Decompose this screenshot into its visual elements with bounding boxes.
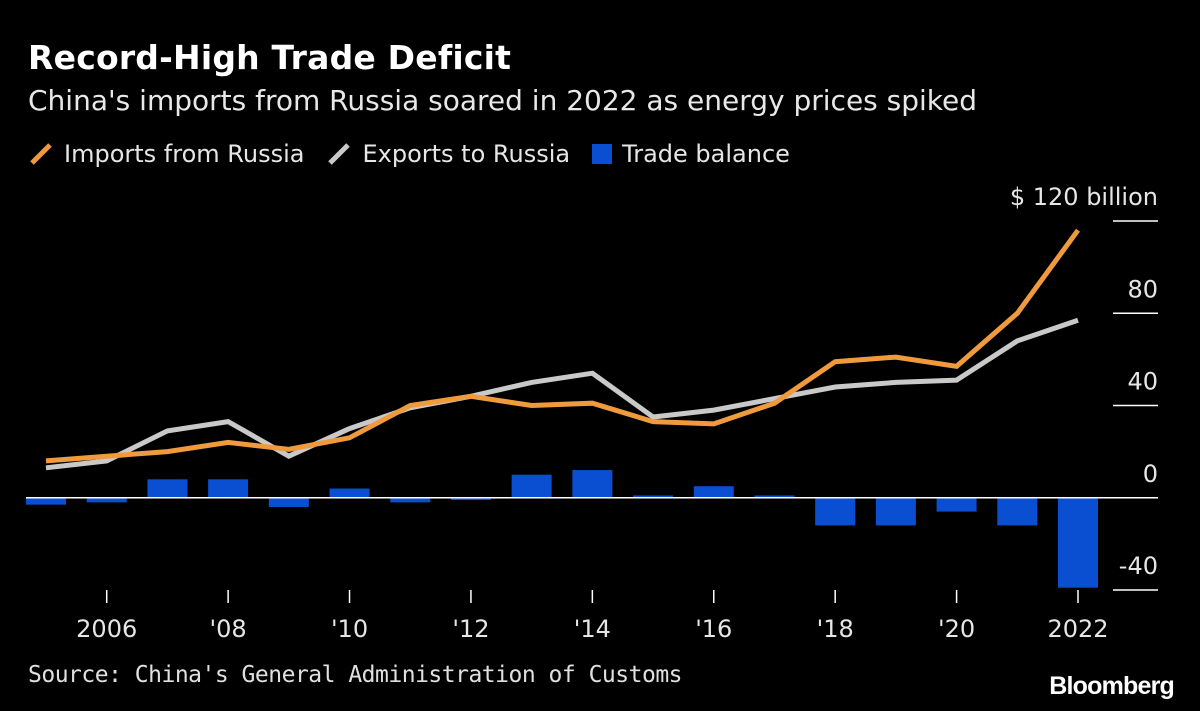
x-tick-label-2006: 2006 — [76, 615, 137, 643]
balance-bar-2008 — [208, 479, 249, 498]
legend-balance-label: Trade balance — [622, 140, 790, 168]
legend-item-exports: Exports to Russia — [326, 140, 570, 168]
y-tick-label-2: 40 — [1127, 368, 1158, 396]
legend-imports-label: Imports from Russia — [64, 140, 305, 168]
chart-subtitle: China's imports from Russia soared in 20… — [28, 84, 978, 117]
balance-bar-2006 — [86, 497, 127, 503]
x-tick-label-2018: '18 — [817, 615, 854, 643]
chart-title: Record-High Trade Deficit — [28, 38, 512, 77]
trade-balance-bars — [26, 470, 1098, 588]
exports-line-swatch-icon — [328, 143, 351, 165]
legend-item-balance: Trade balance — [592, 140, 790, 168]
balance-bar-2014 — [572, 470, 613, 498]
balance-bar-2010 — [329, 488, 370, 498]
imports-line-swatch-icon — [30, 143, 52, 165]
legend-exports-label: Exports to Russia — [362, 140, 571, 168]
balance-bar-2020 — [936, 497, 977, 512]
x-tick-label-2016: '16 — [695, 615, 732, 643]
balance-bar-2019 — [875, 497, 916, 526]
x-tick-label-2022: 2022 — [1047, 615, 1108, 643]
bloomberg-logo: Bloomberg — [1049, 672, 1175, 700]
x-tick-label-2014: '14 — [574, 615, 611, 643]
balance-bar-swatch-icon — [592, 144, 613, 164]
y-axis-gridlines — [1113, 220, 1158, 591]
y-axis-labels: $ 120 billion 80 40 0 -40 — [1010, 183, 1158, 580]
balance-bar-2009 — [268, 497, 309, 507]
balance-bar-2021 — [997, 497, 1038, 526]
y-tick-label-0: $ 120 billion — [1010, 183, 1158, 211]
source-note: Source: China's General Administration o… — [28, 662, 683, 688]
series-lines — [45, 228, 1081, 471]
x-tick-label-2020: '20 — [938, 615, 975, 643]
y-tick-label-4: -40 — [1119, 552, 1158, 580]
balance-bar-2016 — [693, 486, 734, 498]
balance-bar-2022 — [1058, 497, 1098, 588]
balance-bar-2017 — [754, 495, 795, 498]
x-tick-label-2010: '10 — [331, 615, 368, 643]
balance-bar-2005 — [26, 497, 66, 505]
balance-bar-2013 — [511, 474, 552, 498]
balance-bar-2018 — [815, 497, 856, 526]
y-tick-label-3: 0 — [1143, 460, 1158, 488]
x-tick-label-2008: '08 — [210, 615, 247, 643]
balance-bar-2015 — [633, 495, 674, 498]
legend-item-imports: Imports from Russia — [28, 140, 304, 168]
legend: Imports from Russia Exports to Russia Tr… — [28, 140, 790, 168]
imports-line — [45, 228, 1081, 464]
balance-bar-2012 — [450, 497, 491, 501]
exports-line — [45, 317, 1079, 471]
x-tick-label-2012: '12 — [452, 615, 489, 643]
balance-bar-2007 — [147, 479, 188, 498]
x-axis: 2006 '08 '10 '12 '14 '16 '18 '20 2022 — [76, 590, 1109, 643]
balance-bar-2011 — [390, 497, 431, 503]
y-tick-label-1: 80 — [1127, 275, 1158, 303]
